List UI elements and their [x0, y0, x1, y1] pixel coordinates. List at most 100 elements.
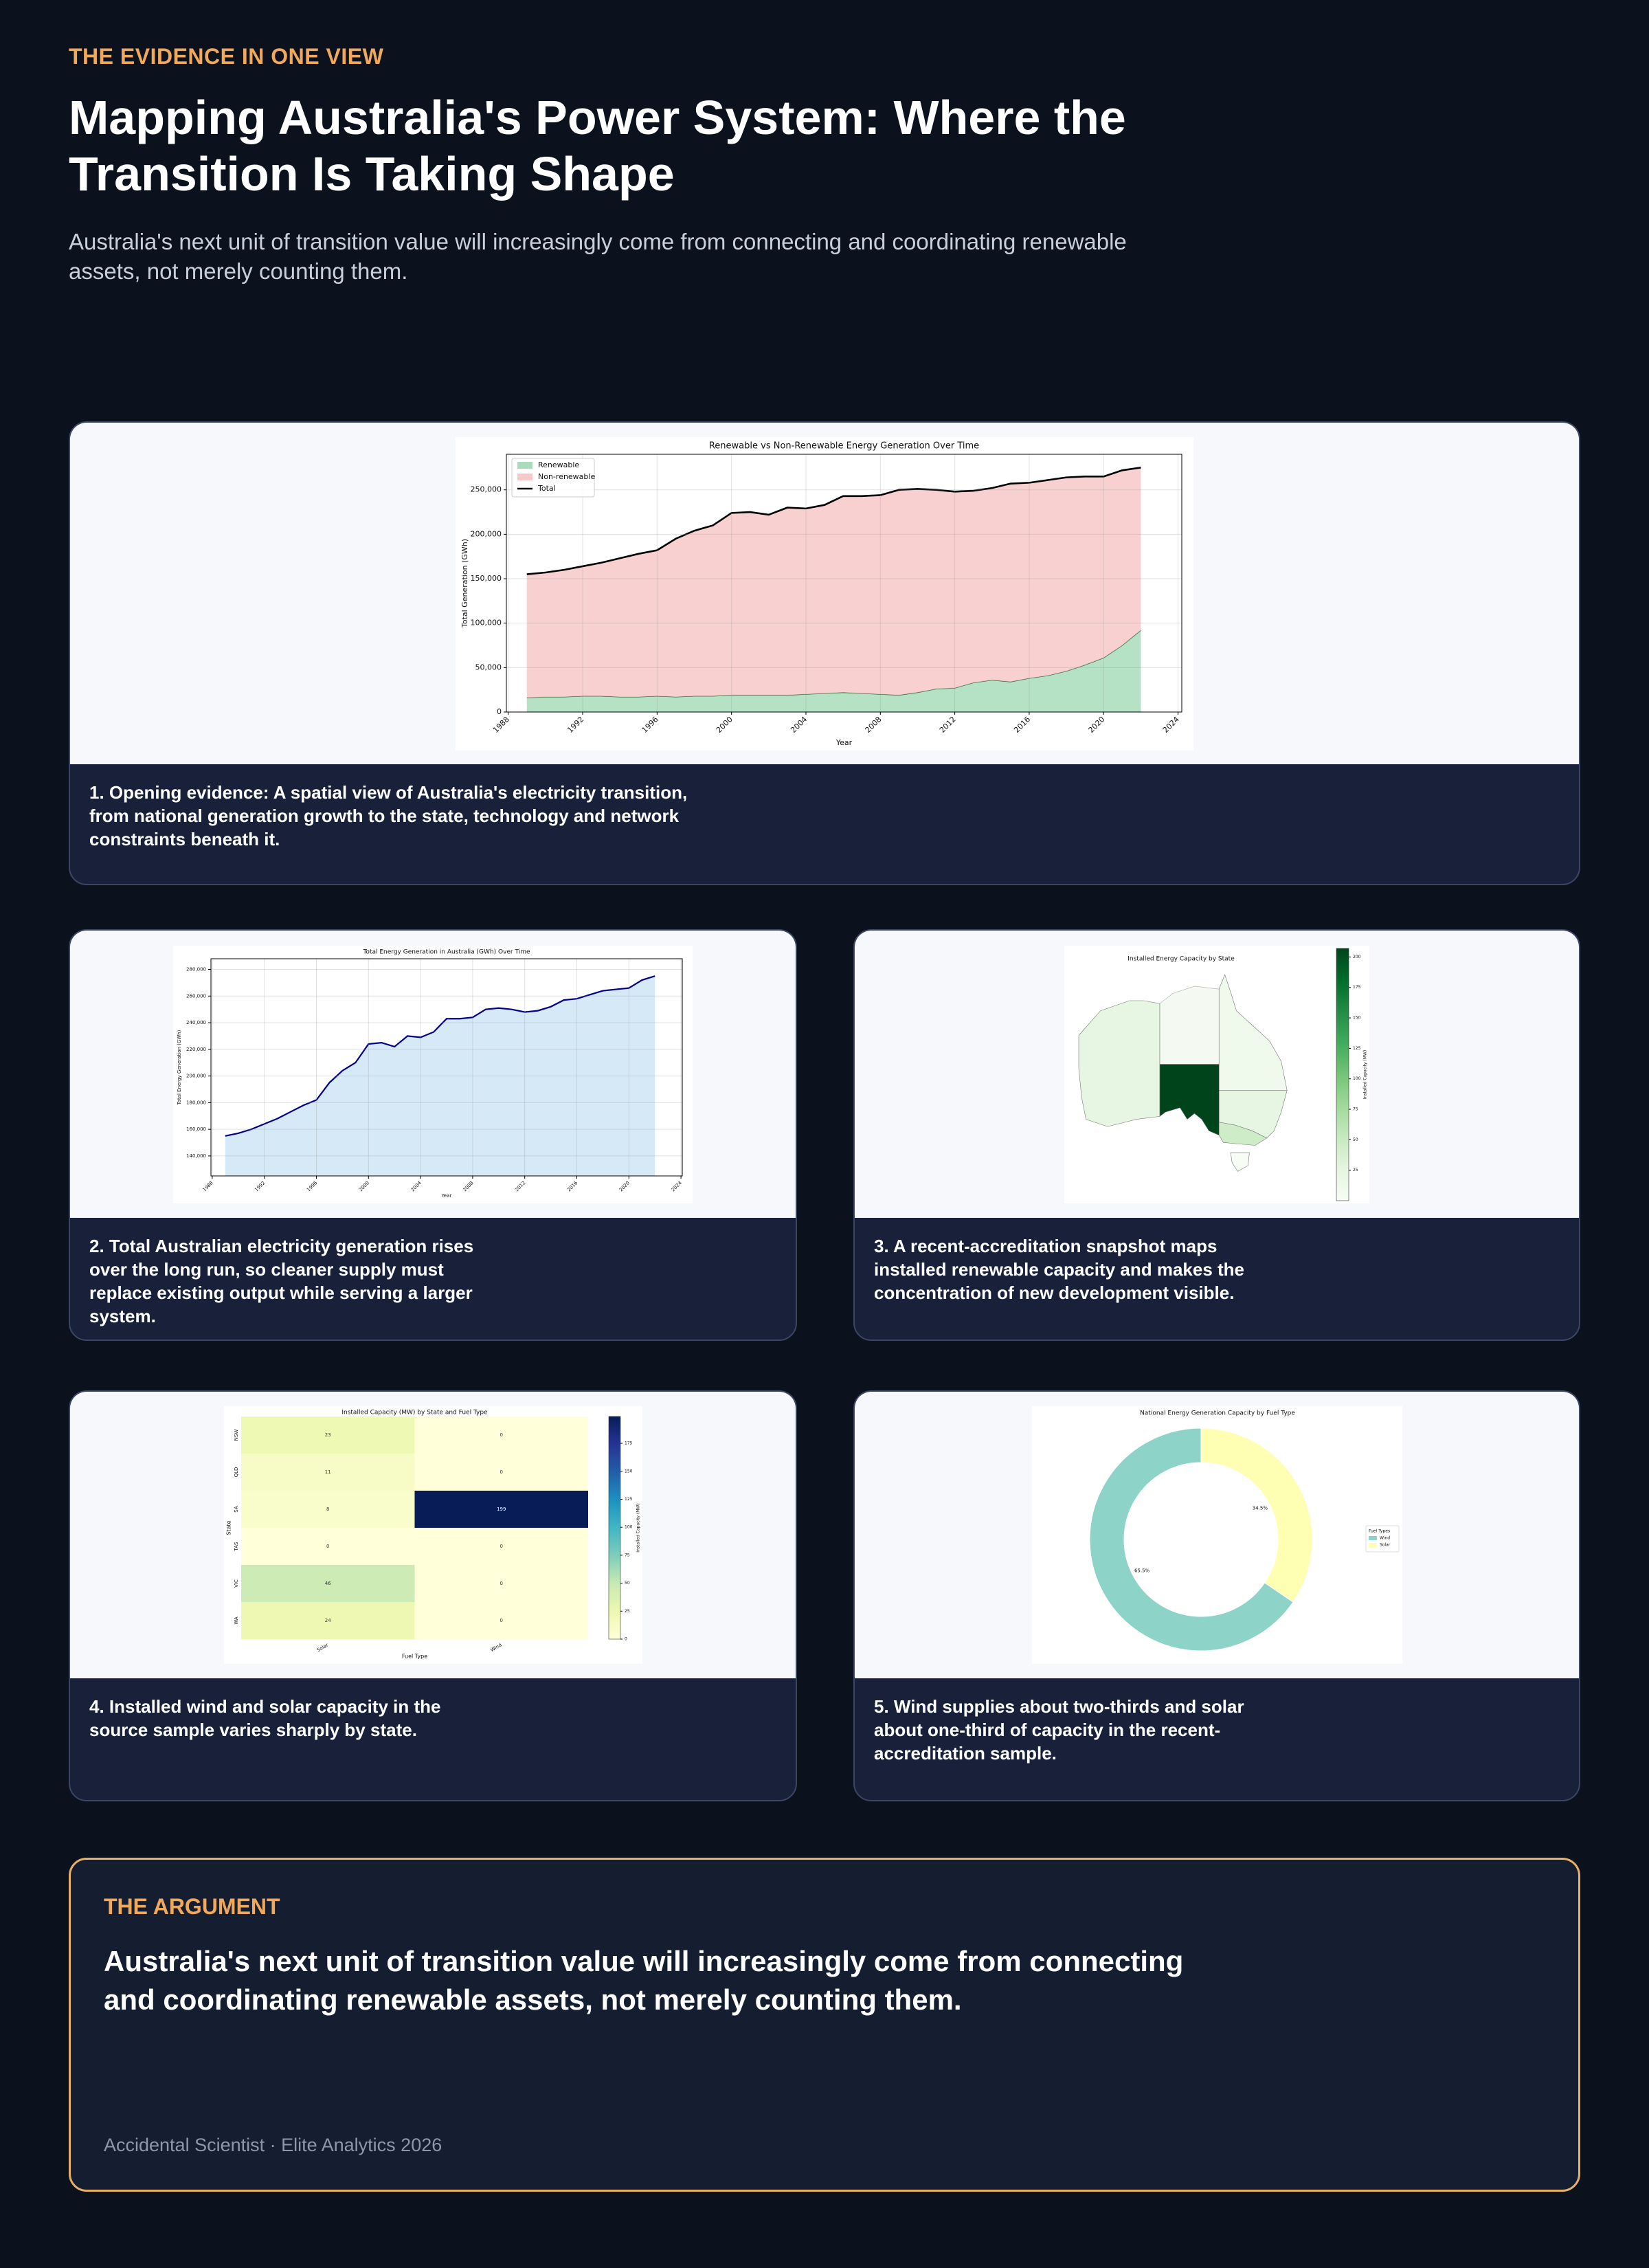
colorbar-tick-label: 175 — [625, 1441, 633, 1446]
cell-label: 24 — [324, 1618, 330, 1623]
heat-cell — [240, 1565, 414, 1602]
territory — [1159, 986, 1220, 1065]
y-axis-label: State — [225, 1520, 232, 1535]
y-tick-label: 140,000 — [186, 1153, 206, 1158]
y-tick-label: 200,000 — [471, 529, 502, 538]
y-axis-label: Total Energy Generation (GWh) — [177, 1030, 182, 1105]
colorbar-tick-label: 75 — [625, 1553, 630, 1557]
statement: Australia's next unit of transition valu… — [104, 1945, 1184, 2016]
page-title: Mapping Australia's Power System: Where … — [69, 91, 1126, 201]
colorbar-label: Installed Capacity (MW) — [636, 1503, 640, 1552]
cell-label: 23 — [324, 1432, 330, 1438]
y-tick-label: 240,000 — [186, 1020, 206, 1025]
caption: 4. Installed wind and solar capacity in … — [89, 1696, 441, 1740]
cell-label: 0 — [500, 1544, 502, 1549]
heat-cell — [414, 1602, 588, 1639]
y-tick-label: 280,000 — [186, 966, 206, 972]
area-fill — [225, 975, 655, 1176]
y-tick-label: 250,000 — [471, 485, 502, 493]
heat-cell — [240, 1528, 414, 1565]
heat-cell — [414, 1416, 588, 1454]
line — [225, 975, 655, 1137]
plot-frame — [210, 958, 683, 1176]
legend-swatch — [517, 461, 532, 469]
evidence-card: 1988 1992 1996 2000 2004 2008 2012 2016 2020 2024… — [69, 421, 1580, 885]
plot-frame — [506, 454, 1182, 712]
cell-label: 199 — [497, 1507, 506, 1512]
colorbar-label: Installed Capacity (MW) — [1363, 1049, 1368, 1098]
y-tick-label: 180,000 — [186, 1100, 206, 1105]
subtitle: Australia's next unit of transition valu… — [69, 229, 1127, 284]
y-tick-label: 100,000 — [471, 618, 502, 627]
argument-panel: THE ARGUMENT Australia's next unit of tr… — [69, 1858, 1580, 2192]
legend-label: Total — [537, 484, 556, 493]
colorbar — [1336, 948, 1349, 1201]
chart-title: Installed Energy Capacity by State — [1128, 955, 1235, 962]
legend-label: Renewable — [538, 460, 579, 469]
chart-panel: Installed Energy Capacity by State 25 50 75… — [855, 931, 1579, 1218]
chart-panel: National Energy Generation Capacity by F… — [855, 1392, 1579, 1678]
heat-cell — [240, 1454, 414, 1491]
pie-slice — [1200, 1427, 1312, 1603]
heat-cell — [414, 1454, 588, 1491]
eyebrow: THE ARGUMENT — [104, 1894, 280, 1919]
evidence-card: 23 0 11 0 8 199 0 0 46 0 24 0 NSW QLD SA TAS VIC WA Solar W… — [69, 1390, 797, 1801]
colorbar-tick-label: 75 — [1353, 1107, 1358, 1111]
y-tick-label: 150,000 — [471, 574, 502, 583]
cell-label: 0 — [326, 1544, 329, 1549]
colorbar-tick-label: 200 — [1353, 954, 1361, 959]
cell-label: 0 — [500, 1469, 502, 1475]
x-axis-label: Year — [441, 1193, 452, 1199]
x-axis-label: Year — [835, 738, 853, 747]
y-tick-label: 260,000 — [186, 993, 206, 999]
chart-title: National Energy Generation Capacity by F… — [1140, 1410, 1295, 1417]
chart-panel: 23 0 11 0 8 199 0 0 46 0 24 0 NSW QLD SA TAS VIC WA Solar W… — [70, 1392, 796, 1678]
y-tick-label: QLD — [234, 1467, 239, 1478]
y-tick-label: WA — [234, 1616, 239, 1625]
cell-label: 11 — [324, 1469, 330, 1475]
legend-label: Wind — [1380, 1536, 1390, 1541]
heat-cell — [414, 1491, 588, 1528]
heat-cell — [414, 1528, 588, 1565]
state — [1159, 1063, 1220, 1135]
chart-title: Total Energy Generation in Australia (GW… — [362, 948, 530, 955]
heat-cell — [414, 1565, 588, 1602]
footer: Accidental Scientist · Elite Analytics 2… — [104, 2135, 442, 2155]
y-axis-label: Total Generation (GWh) — [460, 538, 469, 627]
chart-title: Installed Capacity (MW) by State and Fue… — [341, 1410, 488, 1416]
colorbar-tick-label: 150 — [1353, 1015, 1361, 1020]
heat-cell — [240, 1491, 414, 1528]
colorbar-tick-label: 50 — [625, 1581, 630, 1586]
y-tick-label: NSW — [234, 1430, 239, 1441]
legend-swatch — [517, 473, 532, 480]
caption: 2. Total Australian electricity generati… — [89, 1236, 474, 1326]
colorbar-tick-label: 175 — [1353, 985, 1361, 990]
cell-label: 0 — [500, 1581, 502, 1586]
colorbar-tick-label: 25 — [625, 1609, 630, 1614]
chart-panel: 1988 1992 1996 2000 2004 2008 2012 2016 2020 2024… — [70, 931, 796, 1218]
colorbar-tick-label: 0 — [625, 1637, 627, 1642]
cell-label: 0 — [500, 1432, 502, 1438]
legend-label: Solar — [1380, 1543, 1391, 1548]
total-line — [526, 466, 1141, 575]
slice-label: 34.5% — [1252, 1506, 1268, 1511]
colorbar-tick-label: 100 — [1353, 1076, 1361, 1081]
eyebrow: THE EVIDENCE IN ONE VIEW — [69, 44, 384, 69]
state — [1230, 1152, 1250, 1172]
y-tick-label: 50,000 — [475, 663, 502, 671]
chart: National Energy Generation Capacity by F… — [1031, 1406, 1402, 1664]
y-tick-label: 0 — [497, 707, 502, 716]
cell-label: 46 — [324, 1581, 330, 1586]
caption: 1. Opening evidence: A spatial view of A… — [89, 782, 688, 849]
evidence-card: National Energy Generation Capacity by F… — [853, 1390, 1580, 1801]
colorbar-tick-label: 125 — [1353, 1045, 1361, 1050]
legend-swatch — [1368, 1536, 1377, 1540]
caption: 3. A recent-accreditation snapshot maps … — [874, 1236, 1245, 1303]
area — [526, 467, 1141, 698]
y-tick-label: 200,000 — [186, 1073, 206, 1078]
colorbar-tick-label: 100 — [625, 1525, 633, 1530]
colorbar — [608, 1416, 620, 1640]
cell-label: 8 — [326, 1507, 329, 1512]
